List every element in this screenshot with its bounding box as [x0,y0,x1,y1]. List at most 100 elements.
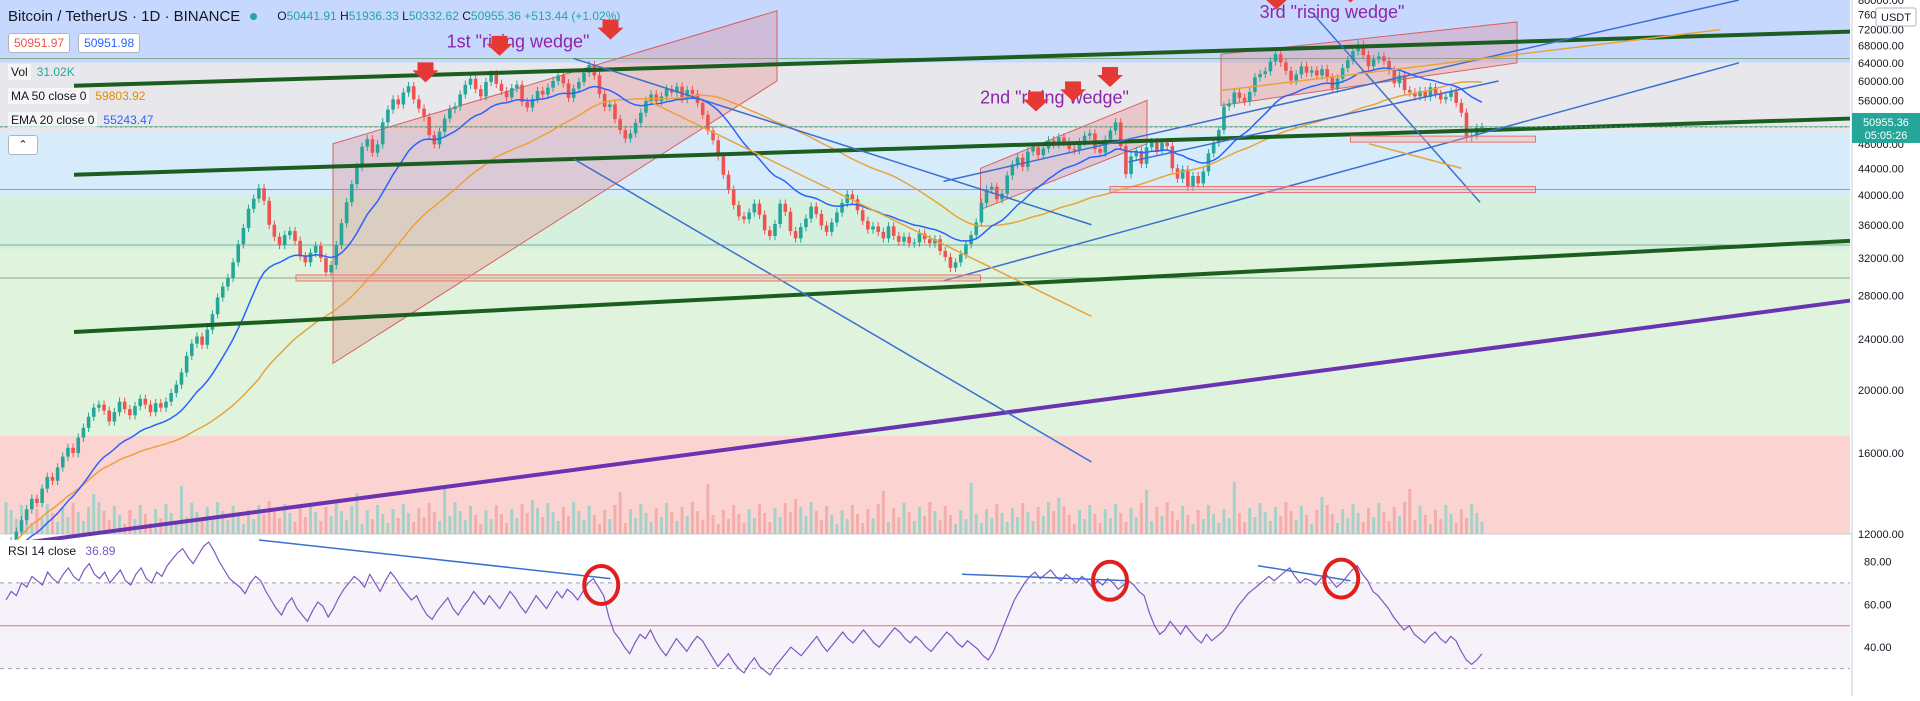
volume-bar [685,516,689,534]
candle-body [303,256,308,263]
candle-body [1155,142,1159,151]
volume-bar [1222,509,1226,534]
volume-bar [334,502,338,534]
candle-body [40,488,44,503]
volume-bar [876,504,880,534]
candle-body [752,203,757,213]
candle-body [1067,142,1071,150]
candle-body [726,174,731,190]
candle-body [943,250,948,258]
volume-bar [1475,513,1479,534]
volume-bar [61,508,65,534]
volume-bar [1088,505,1092,534]
highlight-circle [582,564,621,606]
volume-bar [1243,522,1247,534]
candle-body [525,101,530,108]
volume-bar [1170,511,1174,534]
volume-bar [1449,514,1453,534]
candle-body [1015,157,1020,165]
volume-bar [809,502,813,534]
volume-bar [680,507,684,534]
volume-bar [763,513,767,534]
candle-body [814,206,819,215]
candle-body [638,112,643,123]
volume-bar [154,509,158,534]
candle-body [494,74,499,84]
symbol-row[interactable]: Bitcoin / TetherUS · 1D · BINANCE O50441… [8,6,620,26]
price-band [0,62,1850,133]
indicator-volume[interactable]: Vol 31.02K [8,62,75,82]
candle-body [164,401,168,408]
volume-bar [948,515,952,534]
candle-body [1304,66,1309,73]
candle-body [649,94,653,101]
symbol-title[interactable]: Bitcoin / TetherUS · 1D · BINANCE [8,7,241,25]
volume-bar [902,503,906,534]
candle-body [974,222,979,236]
volume-bar [412,522,416,534]
volume-bar [757,504,761,534]
rsi-legend[interactable]: RSI 14 close 36.89 [8,544,116,558]
candle-body [804,218,808,228]
volume-bar [773,508,777,534]
candle-body [1299,66,1304,75]
down-arrow-icon [1097,66,1123,87]
candle-body [608,104,612,108]
volume-bar [417,508,421,534]
candle-body [1180,169,1185,179]
candle-body [411,86,416,100]
down-arrow-icon [1060,81,1086,102]
volume-bar [510,509,514,534]
indicator-ema20[interactable]: EMA 20 close 0 55243.47 [8,110,153,130]
volume-bar [597,524,601,534]
volume-bar [293,522,297,534]
candle-body [1340,68,1345,79]
candle-body [91,407,96,417]
volume-bar [825,506,829,534]
volume-bar [1000,513,1004,534]
buy-price-button[interactable]: 50951.98 [78,33,141,53]
volume-bar [887,522,891,534]
volume-bar [1057,498,1061,534]
volume-bar [778,517,782,534]
candle-body [1191,176,1195,187]
volume-bar [1227,518,1231,534]
candle-body [953,262,958,268]
candle-body [422,108,426,117]
volume-bar [1165,502,1169,534]
indicator-ma50[interactable]: MA 50 close 0 59803.92 [8,86,145,106]
volume-bar [288,513,292,534]
candle-body [1387,61,1391,71]
candle-body [97,404,101,408]
candle-body [1170,146,1175,169]
candle-body [50,476,55,481]
candle-body [1438,93,1443,100]
candle-body [737,205,741,217]
candle-body [45,476,50,489]
volume-bar [979,523,983,534]
candle-body [153,403,158,413]
candle-body [282,235,287,246]
volume-bar [200,521,204,534]
volume-bar [1428,524,1432,534]
candle-body [757,203,762,215]
collapse-legend-button[interactable]: ⌃ [8,135,38,155]
candle-body [210,314,215,330]
volume-bar [608,519,612,534]
candle-body [1242,97,1247,102]
sell-price-button[interactable]: 50951.97 [8,33,71,53]
candle-body [633,122,638,134]
candle-body [602,93,607,108]
down-arrow-icon [412,62,439,83]
volume-bar [1139,503,1143,534]
volume-bar [515,518,519,534]
candle-body [277,236,282,246]
candle-body [355,167,359,185]
volume-bar [308,503,312,534]
volume-bar [138,505,142,534]
candle-body [1062,137,1066,143]
orange-trendline [1220,28,1721,92]
volume-bar [1470,504,1474,534]
